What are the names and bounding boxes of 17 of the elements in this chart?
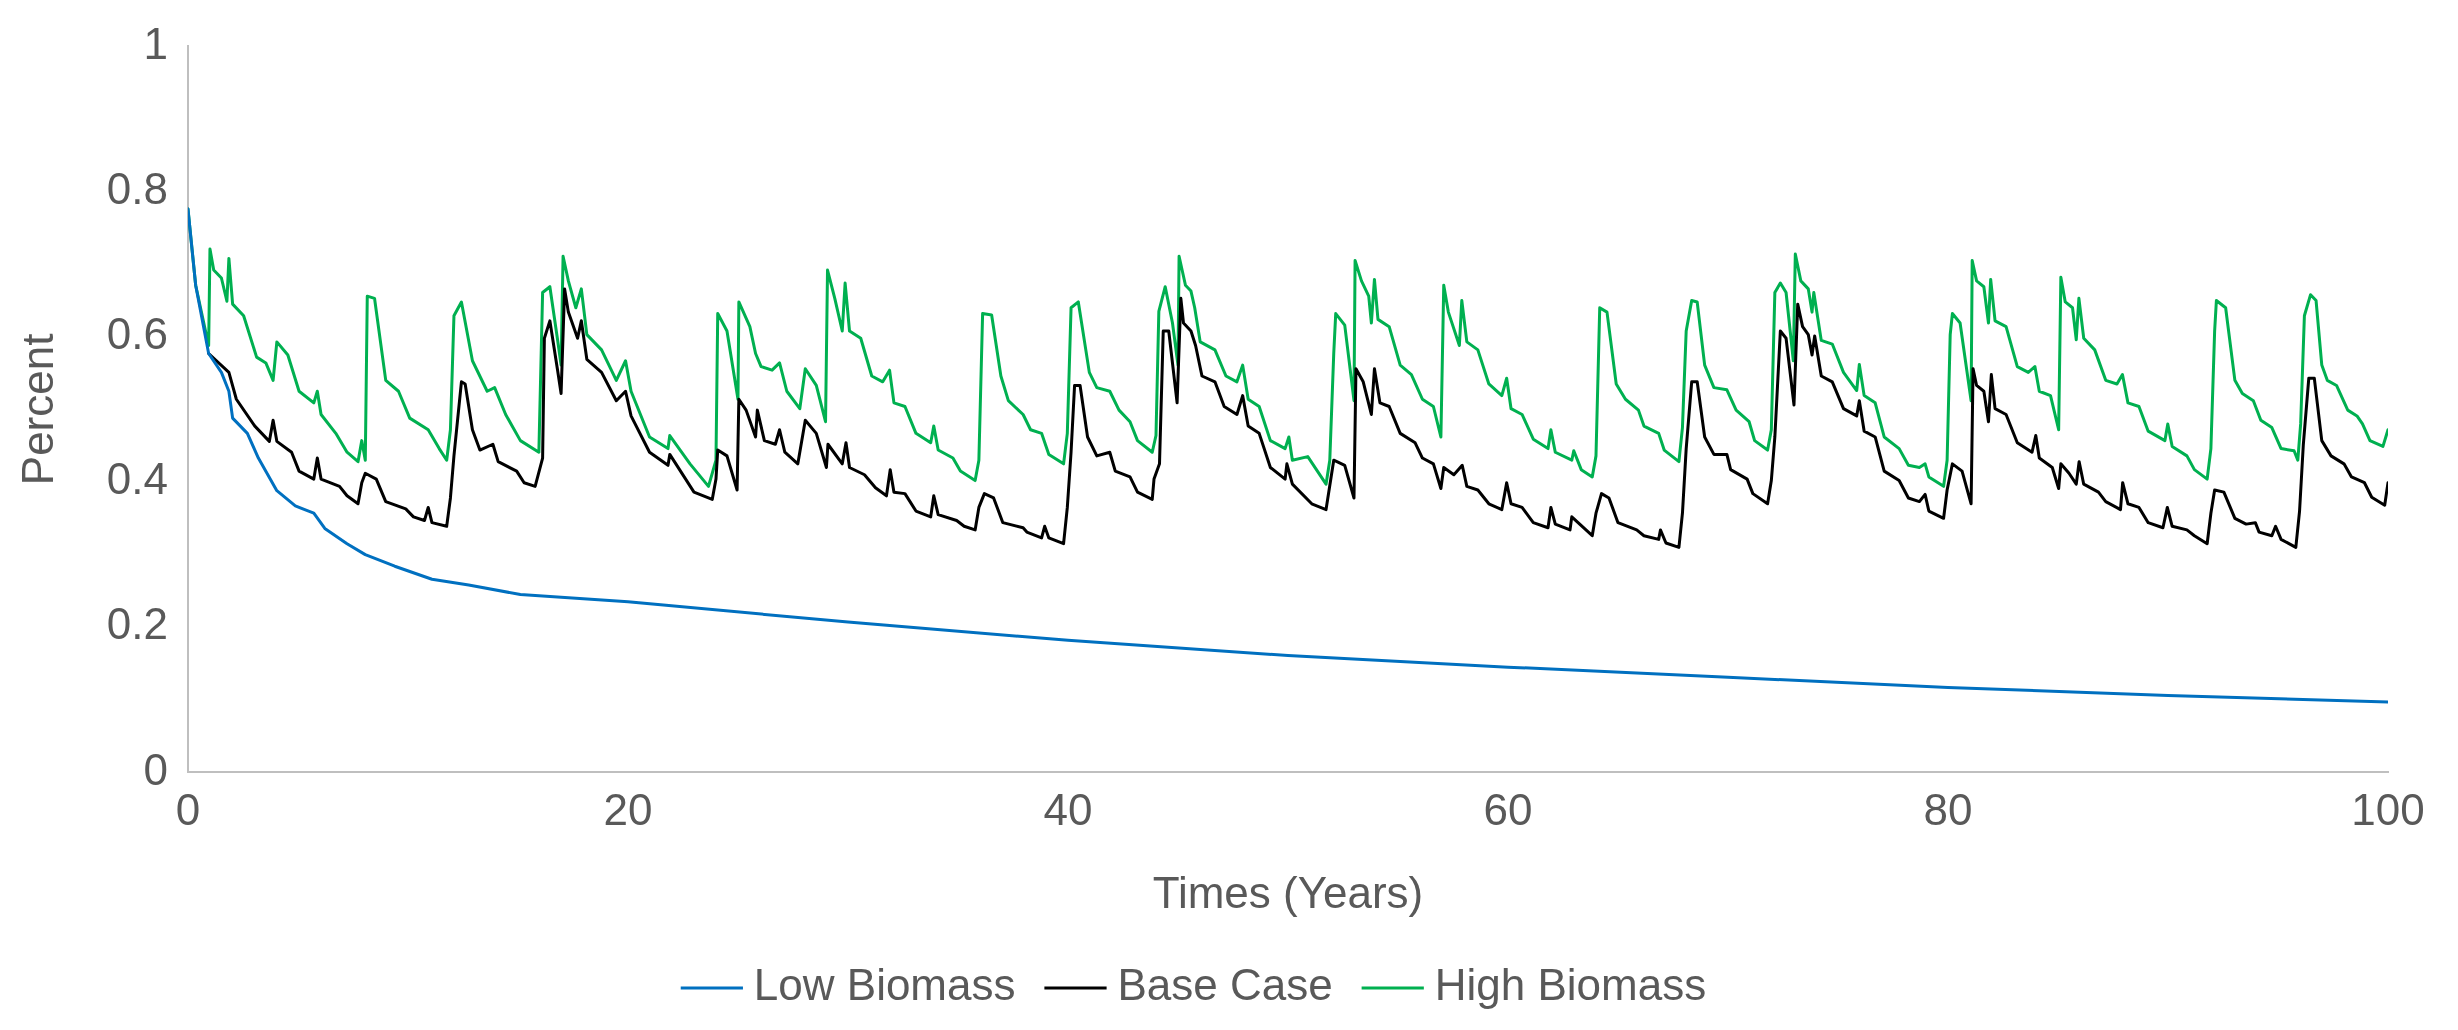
- x-axis-title: Times (Years): [1152, 867, 1424, 917]
- y-tick-label: 1: [143, 18, 168, 68]
- x-tick-label: 60: [1483, 784, 1533, 834]
- legend-label: High Biomass: [1434, 960, 1707, 1010]
- y-tick-label: 0.4: [106, 454, 168, 504]
- x-tick-label: 40: [1043, 784, 1093, 834]
- legend-label: Base Case: [1117, 960, 1333, 1010]
- y-tick-label: 0.2: [106, 599, 168, 649]
- legend-label: Low Biomass: [753, 960, 1016, 1010]
- x-tick-label: 100: [2351, 784, 2425, 834]
- y-tick-label: 0: [143, 744, 168, 794]
- x-tick-label: 20: [603, 784, 653, 834]
- y-tick-label: 0.6: [106, 308, 168, 358]
- y-tick-label: 0.8: [106, 163, 168, 213]
- x-tick-label: 0: [175, 784, 201, 834]
- x-tick-label: 80: [1923, 784, 1973, 834]
- y-axis-title: Percent: [12, 333, 62, 486]
